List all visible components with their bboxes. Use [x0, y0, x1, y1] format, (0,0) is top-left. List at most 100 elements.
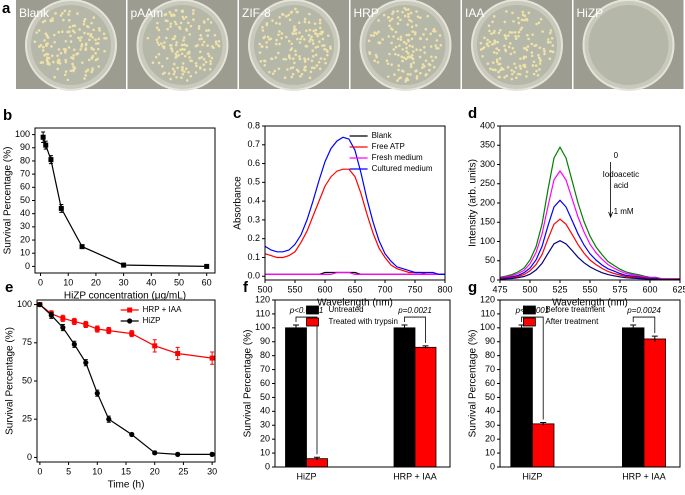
colony — [180, 68, 184, 72]
colony — [84, 43, 88, 47]
colony — [317, 60, 321, 64]
colony — [213, 34, 217, 37]
colony — [294, 7, 297, 11]
colony — [294, 32, 298, 35]
colony — [297, 21, 301, 25]
colony — [217, 39, 221, 43]
colony — [318, 18, 322, 22]
colony — [435, 39, 439, 42]
colony — [308, 76, 312, 80]
colony — [423, 65, 426, 68]
colony — [173, 35, 177, 38]
y-axis-label: Intensity (arb. units) — [468, 159, 479, 247]
colony — [415, 24, 418, 27]
colony — [410, 20, 413, 23]
y-tick-label: 30 — [260, 420, 270, 430]
colony — [209, 21, 213, 24]
colony — [197, 27, 201, 30]
colony — [259, 59, 263, 63]
legend-swatch — [523, 317, 536, 327]
colony — [296, 10, 299, 14]
colony — [530, 42, 534, 46]
colony — [429, 45, 433, 48]
colony — [507, 34, 510, 37]
colony — [278, 30, 281, 33]
colony — [298, 57, 302, 61]
colony — [206, 17, 210, 21]
bar — [643, 338, 667, 468]
colony — [537, 21, 541, 25]
colony — [258, 42, 262, 46]
colony — [285, 15, 288, 18]
bar — [393, 327, 416, 468]
colony — [294, 49, 297, 53]
colony — [198, 50, 202, 54]
marker — [127, 318, 133, 324]
colony — [438, 34, 442, 37]
colony — [316, 34, 320, 38]
y-tick-label: 400 — [480, 120, 495, 130]
colony — [310, 35, 313, 39]
colony — [274, 21, 278, 25]
legend-label: HiZP — [143, 316, 161, 325]
colony — [176, 50, 179, 54]
colony — [209, 62, 212, 66]
colony — [393, 73, 396, 76]
colony — [64, 70, 68, 73]
panel-label: f — [243, 279, 249, 296]
colony — [416, 15, 420, 19]
colony — [504, 37, 508, 40]
colony — [522, 57, 526, 60]
colony — [207, 29, 211, 32]
colony — [324, 61, 327, 65]
colony — [419, 48, 422, 52]
colony — [415, 69, 418, 72]
colony — [167, 72, 171, 75]
colony — [71, 29, 75, 32]
panel-label: g — [468, 279, 477, 296]
colony — [505, 10, 508, 13]
colony — [548, 31, 552, 35]
y-tick-label: 110 — [481, 308, 495, 318]
colony — [495, 58, 499, 62]
colony — [166, 27, 169, 31]
colony — [320, 32, 323, 36]
colony — [522, 46, 526, 50]
colony — [72, 65, 75, 68]
y-tick-label: 150 — [480, 217, 495, 227]
y-tick-label: 70 — [485, 364, 495, 374]
colony — [178, 25, 181, 29]
series-line — [264, 168, 445, 275]
x-tick-label: 0 — [37, 466, 42, 476]
colony — [402, 40, 406, 44]
colony — [387, 15, 390, 19]
colony — [290, 75, 294, 79]
colony — [525, 70, 529, 74]
colony — [41, 20, 45, 24]
colony — [87, 58, 91, 62]
marker — [204, 263, 210, 269]
y-tick-label: 90 — [485, 336, 495, 346]
x-tick-label: 550 — [287, 284, 302, 294]
colony — [151, 61, 155, 64]
colony — [188, 56, 191, 59]
colony — [64, 58, 67, 62]
colony — [490, 43, 494, 46]
y-tick-label: 0 — [265, 461, 270, 471]
y-tick-label: 40 — [485, 406, 495, 416]
significance-bracket — [521, 316, 544, 420]
x-tick-label: 500 — [522, 284, 537, 294]
colony — [315, 64, 319, 67]
error-bar — [630, 324, 637, 331]
colony — [277, 67, 281, 71]
colony — [391, 12, 394, 16]
photo-label: ZIF-8 — [242, 6, 271, 20]
colony — [314, 46, 317, 49]
colony — [418, 55, 422, 59]
marker — [121, 262, 127, 268]
colony — [401, 48, 405, 51]
series-line — [264, 136, 445, 275]
colony — [388, 52, 391, 56]
y-tick-label: 10 — [485, 447, 495, 457]
